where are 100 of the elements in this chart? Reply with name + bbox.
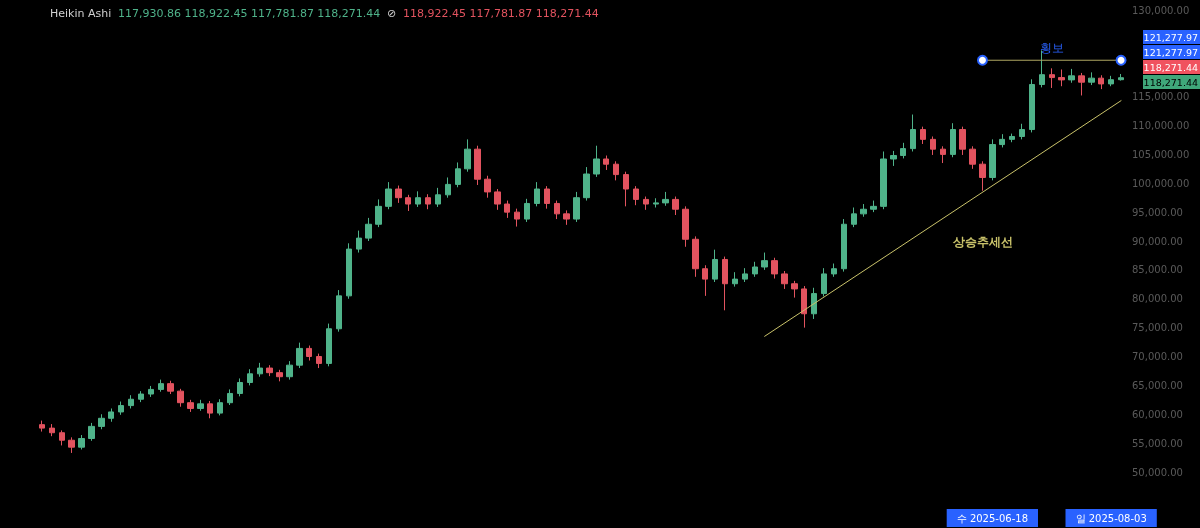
candlestick: [405, 194, 411, 212]
candlestick: [831, 263, 837, 278]
candlestick: [811, 287, 817, 320]
series-label: 횡보: [1039, 41, 1064, 56]
candlestick: [455, 161, 461, 188]
candlestick: [474, 145, 481, 186]
candlestick: [1108, 75, 1114, 87]
candlestick: [643, 196, 649, 211]
text: 121,277.97: [1143, 31, 1198, 43]
candlestick: [187, 399, 194, 413]
candlestick: [266, 364, 273, 377]
candlestick: [148, 385, 154, 398]
candlestick: [860, 203, 867, 218]
candlestick: [296, 342, 303, 369]
candlestick: [554, 200, 560, 220]
candlestick: [959, 126, 966, 156]
y-tick-label: 110,000.00: [1132, 120, 1190, 131]
candlestick: [910, 114, 916, 152]
candlestick: [98, 413, 105, 430]
candlestick: [771, 257, 778, 280]
candlestick: [435, 187, 441, 208]
y-tick-label: 70,000.00: [1132, 351, 1183, 362]
candlestick: [464, 138, 471, 173]
y-tick-label: 95,000.00: [1132, 206, 1183, 218]
candlestick: [633, 185, 639, 206]
candlestick: [989, 138, 996, 181]
candlestick: [583, 166, 590, 202]
candlestick: [801, 285, 807, 329]
candlestick: [247, 368, 253, 386]
candlestick: [59, 429, 65, 446]
candlestick: [761, 252, 768, 271]
candlestick: [108, 407, 114, 423]
candlestick: [118, 401, 124, 416]
candlestick: [1078, 72, 1085, 96]
x-tick-label: 일 2025-08-03: [1075, 512, 1147, 524]
chart-title: Heikin Ashi: [50, 6, 112, 20]
candlestick: [88, 422, 95, 442]
candlestick: [623, 171, 629, 207]
candlestick: [326, 323, 332, 367]
candlestick: [1058, 68, 1065, 87]
candlestick: [385, 181, 392, 210]
candlestick: [1029, 78, 1035, 133]
candlestick: [870, 200, 877, 213]
candlestick: [316, 353, 322, 369]
candlestick: [890, 150, 897, 167]
candlestick: [752, 261, 758, 278]
candlestick: [484, 175, 491, 199]
candlestick: [445, 176, 451, 199]
candlestick: [781, 270, 788, 290]
candlestick: [1088, 71, 1095, 86]
candlestick: [979, 160, 986, 192]
candlestick: [227, 388, 233, 406]
candlestick: [544, 185, 550, 210]
candlestick: [950, 122, 956, 158]
candlestick: [276, 369, 283, 382]
annotation: 117,930.86 118,922.45 117,781.87 118,271.44: [117, 6, 381, 20]
y-tick-label: 75,000.00: [1132, 322, 1183, 334]
candlestick: [306, 345, 312, 362]
candlestick: [821, 267, 827, 297]
candlestick: [504, 200, 510, 219]
candlestick: [346, 242, 352, 300]
candlestick: [68, 436, 75, 454]
candlestick: [395, 185, 402, 204]
text: 118,271.44: [1143, 76, 1198, 88]
candlestick: [415, 190, 421, 208]
candlestick: [692, 235, 699, 278]
y-tick-label: 55,000.00: [1132, 437, 1183, 449]
candlestick: [1068, 68, 1075, 84]
candlestick: [653, 197, 659, 209]
candlestick: [237, 377, 243, 397]
candlestick: [207, 400, 213, 419]
series-label: 상승추세선: [951, 235, 1013, 250]
candlestick: [603, 155, 609, 171]
candlestick: [1009, 133, 1015, 143]
candlestick: [177, 388, 184, 408]
y-tick-label: 85,000.00: [1132, 264, 1183, 276]
candlestick: [365, 217, 372, 242]
candlestick: [702, 264, 708, 297]
candlestick: [167, 380, 174, 395]
candlestick: [732, 271, 738, 288]
candlestick: [158, 379, 164, 393]
candlestick: [39, 420, 45, 433]
candlestick: [742, 267, 748, 283]
candlestick: [930, 135, 936, 156]
x-tick-label: 수 2025-06-18: [956, 512, 1028, 524]
y-tick-label: 65,000.00: [1132, 379, 1183, 391]
candlestick: [534, 181, 540, 207]
y-tick-label: 115,000.00: [1132, 91, 1190, 103]
y-tick-label: 50,000.00: [1132, 466, 1183, 478]
candlestick: [969, 145, 976, 170]
candlestick: [1098, 74, 1104, 90]
candlestick: [128, 394, 134, 409]
annotation: 118,922.45 117,781.87 118,271.44: [402, 6, 599, 20]
candlestick: [672, 196, 679, 216]
candlestick: [336, 289, 342, 333]
candlestick: [999, 133, 1005, 148]
candlestick: [712, 249, 718, 283]
annotation: ⊘: [387, 6, 397, 20]
y-tick-label: 80,000.00: [1132, 293, 1183, 305]
candlestick: [217, 398, 223, 416]
